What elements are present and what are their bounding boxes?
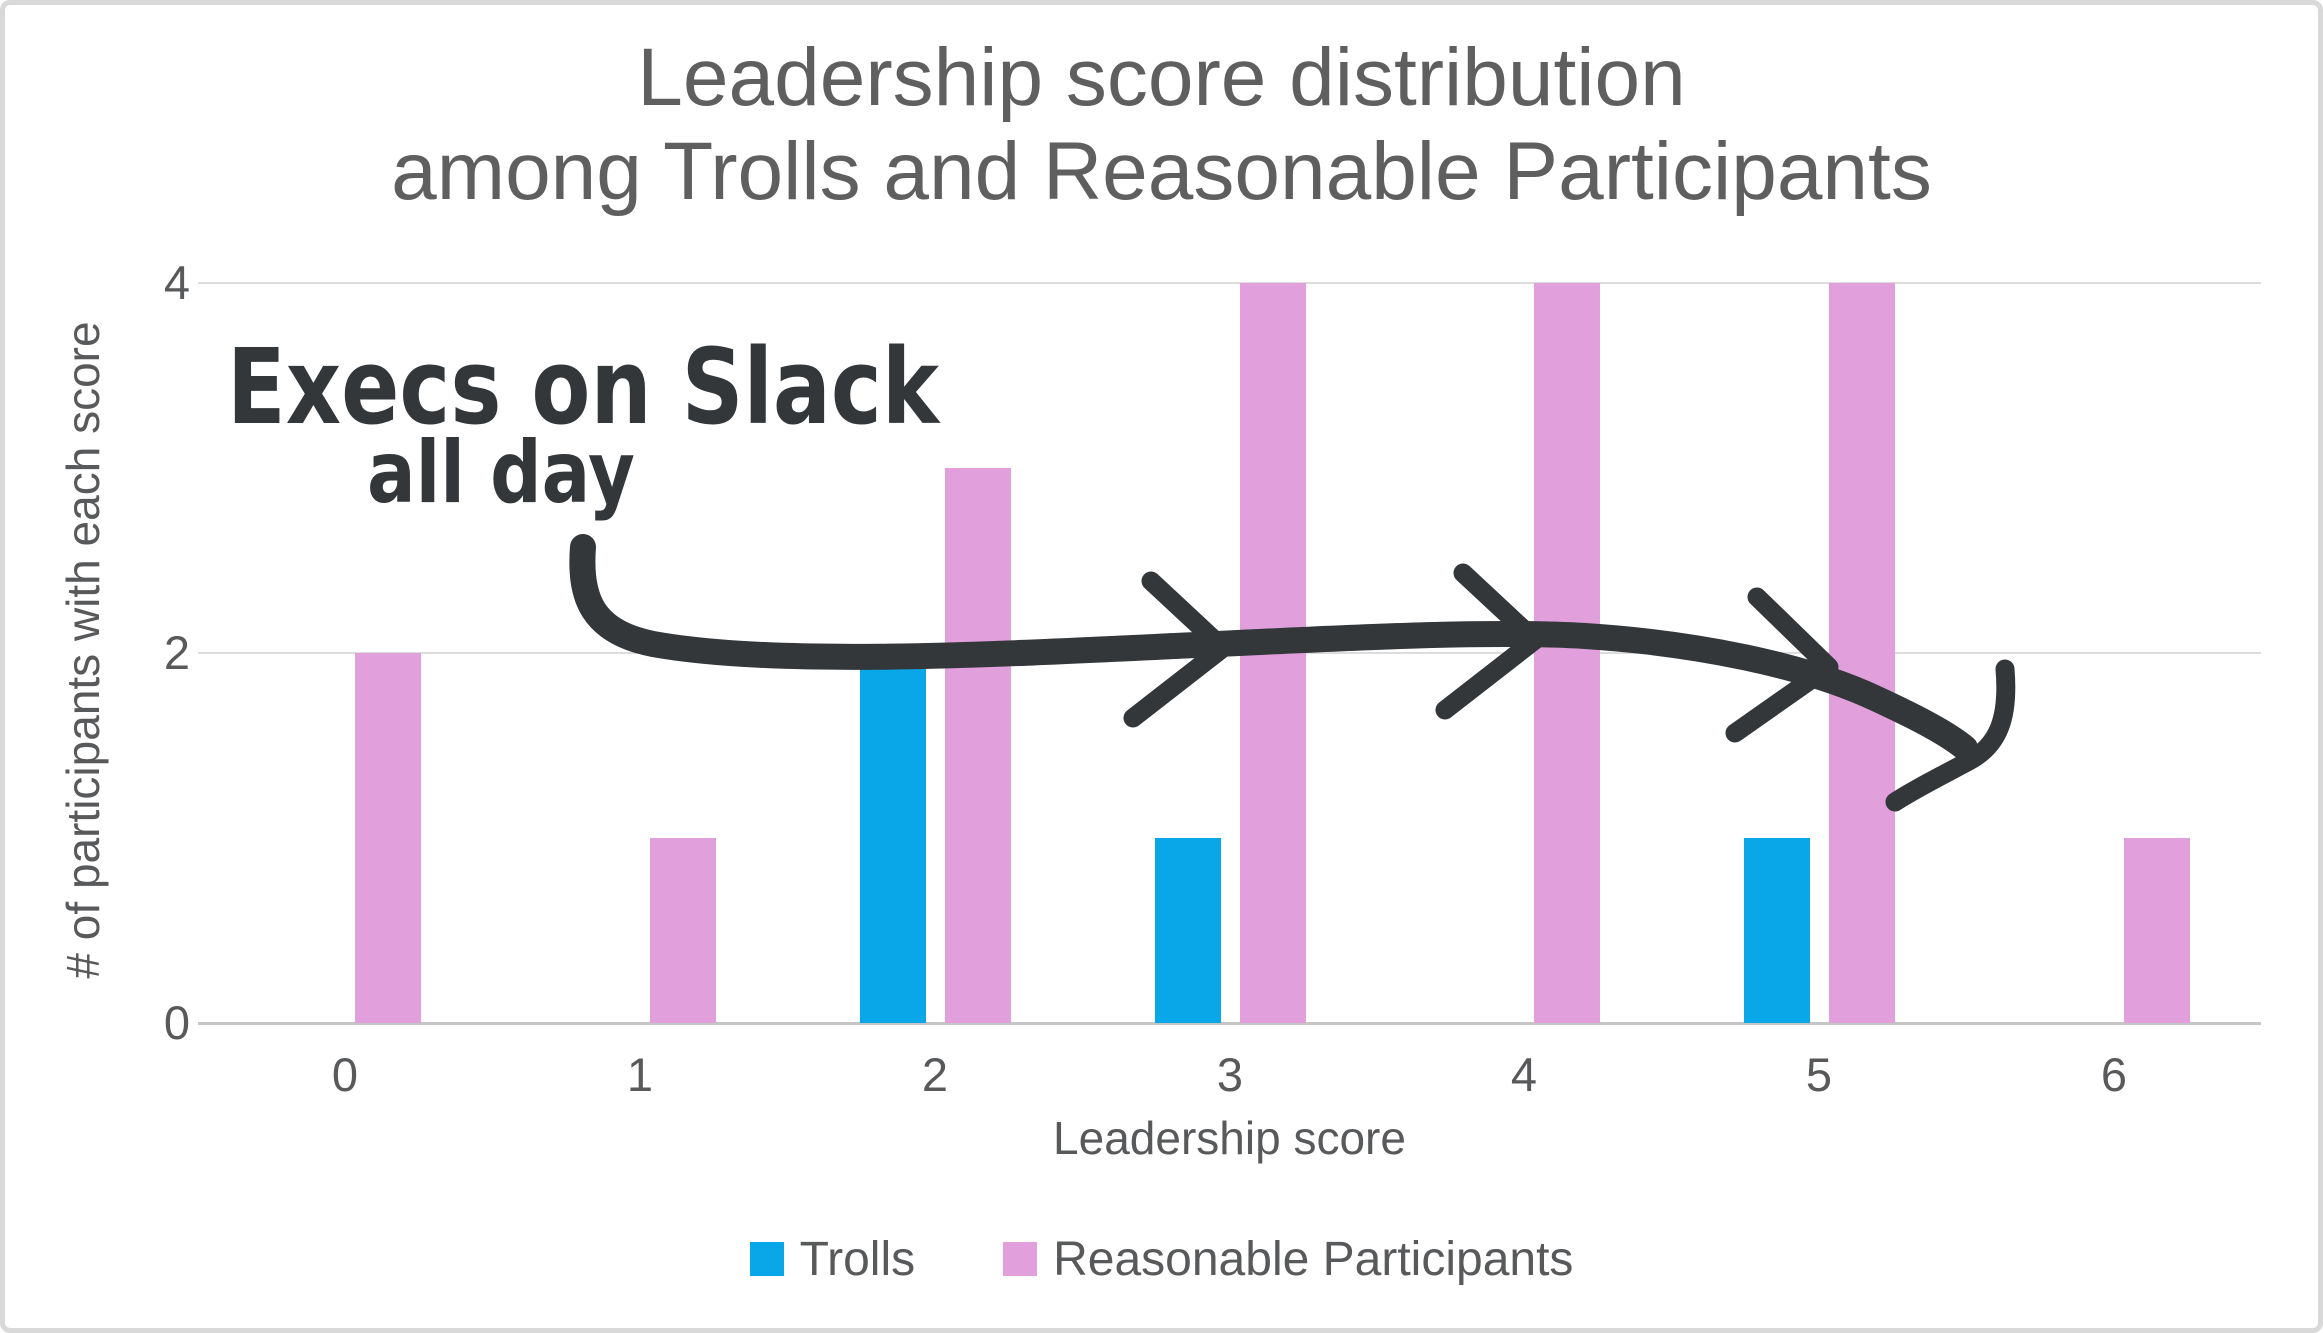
bar-trolls-score-5 (1744, 838, 1810, 1023)
plot-area (198, 282, 2261, 1025)
legend-item-reasonable-participants: Reasonable Participants (1003, 1232, 1573, 1287)
y-tick-label-0: 0 (163, 996, 190, 1049)
bar-reasonable-participants-score-0 (355, 653, 421, 1023)
x-tick-label-0: 0 (331, 1048, 359, 1101)
x-axis-title: Leadership score (1053, 1112, 1406, 1164)
y-tick-label-4: 4 (163, 256, 190, 309)
legend-label-trolls: Trolls (799, 1232, 916, 1286)
bar-reasonable-participants-score-4 (1534, 283, 1600, 1023)
x-tick-label-4: 4 (1510, 1048, 1538, 1101)
x-tick-label-3: 3 (1216, 1048, 1244, 1101)
bar-reasonable-participants-score-3 (1240, 283, 1306, 1023)
bar-trolls-score-2 (860, 653, 926, 1023)
legend-label-reasonable-participants: Reasonable Participants (1053, 1232, 1574, 1286)
legend-item-trolls: Trolls (749, 1232, 916, 1287)
bar-reasonable-participants-score-2 (945, 468, 1011, 1023)
bar-reasonable-participants-score-6 (2124, 838, 2190, 1023)
chart-title-line1: Leadership score distribution (637, 32, 1686, 123)
x-tick-label-5: 5 (1805, 1048, 1833, 1101)
y-tick-label-2: 2 (163, 626, 190, 679)
legend-swatch-trolls (749, 1242, 784, 1276)
bar-reasonable-participants-score-5 (1829, 283, 1895, 1023)
gridline-y-2 (198, 652, 2261, 654)
x-tick-label-2: 2 (921, 1048, 949, 1101)
x-tick-label-6: 6 (2100, 1048, 2128, 1101)
gridline-y-0 (198, 1022, 2261, 1025)
x-tick-label-1: 1 (626, 1048, 654, 1101)
legend-swatch-reasonable-participants (1003, 1242, 1038, 1276)
chart-title-line2: among Trolls and Reasonable Participants (391, 126, 1932, 217)
legend: Trolls Reasonable Participants (5, 1227, 2318, 1291)
bar-trolls-score-3 (1155, 838, 1221, 1023)
chart-title: Leadership score distribution among Trol… (5, 31, 2318, 219)
bar-reasonable-participants-score-1 (650, 838, 716, 1023)
gridline-y-4 (198, 282, 2261, 284)
